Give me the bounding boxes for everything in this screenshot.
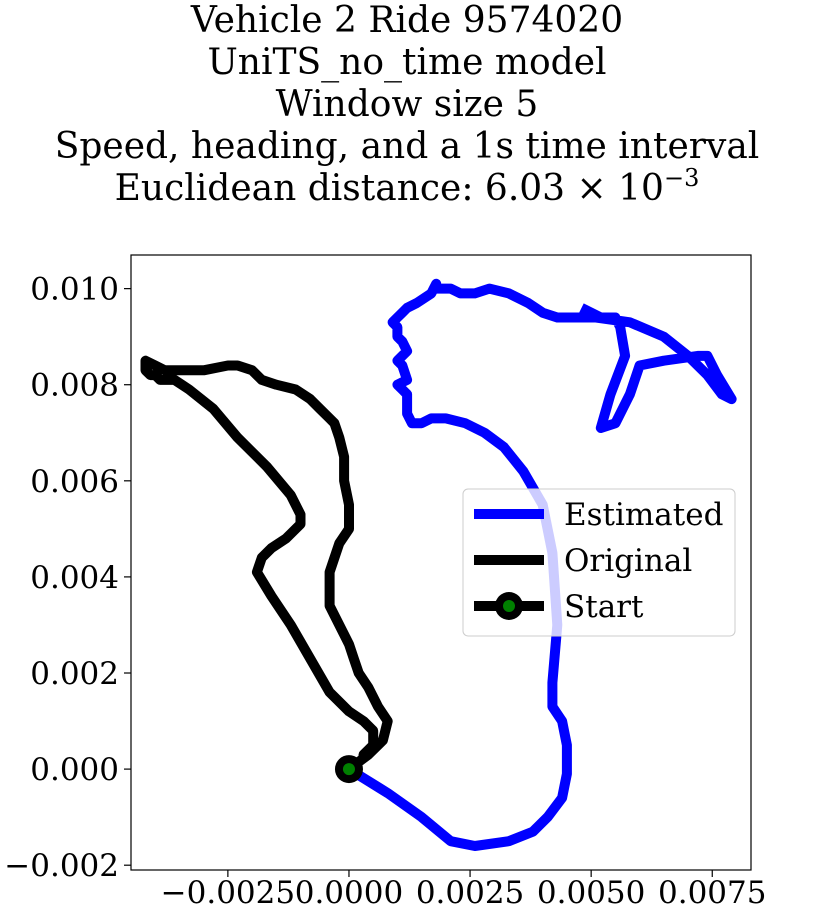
title-line-3: Window size 5: [275, 84, 539, 125]
distance-exponent: −3: [663, 164, 700, 192]
plot-area: [140, 278, 737, 851]
y-tick-label: −0.002: [4, 848, 119, 884]
start-marker-inner: [342, 763, 355, 776]
y-tick-label: 0.006: [30, 464, 119, 500]
series-line-estimated: [346, 278, 737, 851]
chart-title: Vehicle 2 Ride 9574020 UniTS_no_time mod…: [0, 0, 814, 210]
x-tick-label: 0.0075: [658, 875, 766, 911]
legend-label-estimated: Estimated: [564, 497, 723, 533]
x-tick-label: 0.0050: [537, 875, 645, 911]
legend-label-start: Start: [564, 589, 644, 625]
title-line-2: UniTS_no_time model: [207, 42, 607, 83]
plot-frame: [130, 254, 752, 871]
axes: −0.0025 0.0000 0.0025 0.0050 0.0075 −0.002 0.0…: [4, 254, 766, 911]
x-tick-label: 0.0025: [416, 875, 524, 911]
distance-label: Euclidean distance: 6.03: [114, 168, 566, 209]
title-line-5: Euclidean distance: 6.03 × 10−3: [0, 166, 814, 210]
legend: Estimated Original Start: [462, 488, 736, 637]
y-tick-label: 0.010: [30, 272, 119, 308]
series-group: [140, 278, 737, 851]
distance-times: × 10: [576, 168, 664, 209]
legend-box: [462, 488, 736, 637]
legend-start-marker-inner: [503, 600, 515, 612]
title-line-4: Speed, heading, and a 1s time interval: [54, 126, 760, 167]
series-line-original: [140, 355, 393, 774]
y-tick-label: 0.000: [30, 752, 119, 788]
legend-label-original: Original: [564, 543, 692, 579]
x-tick-label: 0.0000: [295, 875, 403, 911]
y-tick-label: 0.002: [30, 656, 119, 692]
x-tick-label: −0.0025: [161, 875, 295, 911]
y-tick-label: 0.008: [30, 368, 119, 404]
y-tick-label: 0.004: [30, 560, 119, 596]
title-line-1: Vehicle 2 Ride 9574020: [190, 0, 624, 41]
